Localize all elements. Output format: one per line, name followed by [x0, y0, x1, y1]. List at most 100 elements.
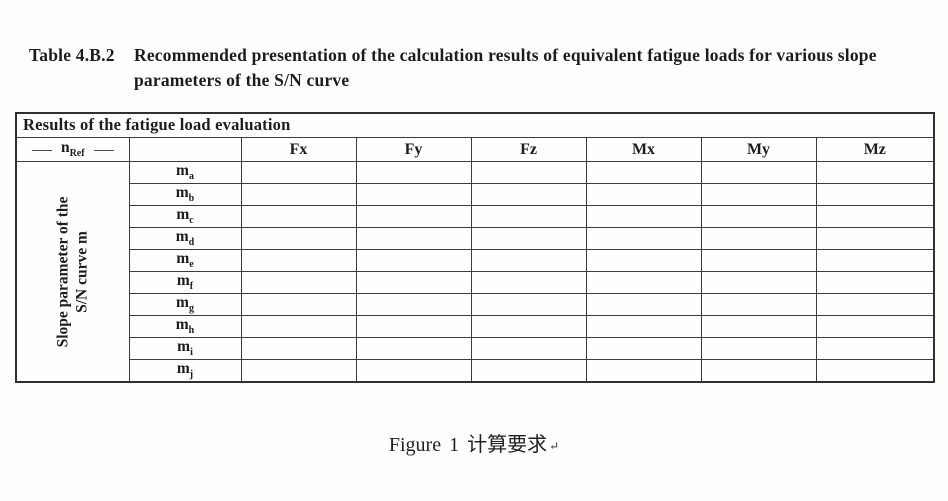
data-cell-j-my — [700, 359, 817, 383]
data-cell-b-my — [700, 183, 817, 206]
underscore-mark-left — [31, 150, 52, 152]
data-cell-b-mx — [585, 183, 702, 206]
table-row: Slope parameter of the S/N curve m ma — [15, 161, 935, 383]
data-cell-f-fy — [355, 271, 472, 294]
table-heading-text: Recommended presentation of the calculat… — [134, 45, 877, 90]
data-cell-f-mz — [815, 271, 935, 294]
table-number: Table 4.B.2 — [29, 45, 115, 65]
data-cell-d-my — [700, 227, 817, 250]
data-cell-j-fy — [355, 359, 472, 383]
data-cell-i-fx — [240, 337, 357, 360]
row-label-m-g: mg — [128, 293, 242, 316]
data-cell-i-fz — [470, 337, 587, 360]
nref-label: nRef — [60, 139, 85, 160]
table-row: md — [16, 227, 935, 250]
data-cell-f-fx — [240, 271, 357, 294]
column-header-mz: Mz — [815, 137, 935, 162]
paragraph-mark: ↵ — [549, 439, 560, 453]
table-title-row: Results of the fatigue load evaluation — [15, 112, 935, 138]
column-header-fz: Fz — [470, 137, 587, 162]
figure-caption-text: Figure 1 计算要求 — [388, 434, 548, 456]
data-cell-c-fz — [470, 205, 587, 228]
data-cell-h-fy — [355, 315, 472, 338]
data-cell-d-fx — [240, 227, 357, 250]
data-cell-h-mz — [815, 315, 935, 338]
row-label-m-a: ma — [128, 161, 242, 184]
table-row: mf — [16, 271, 935, 294]
row-group-label-cell: Slope parameter of the S/N curve m — [15, 161, 130, 383]
data-cell-j-fx — [240, 359, 357, 383]
empty-header-cell — [128, 137, 242, 162]
data-cell-i-my — [700, 337, 817, 360]
data-cell-a-fy — [355, 161, 472, 184]
table-row: mh — [16, 315, 935, 338]
data-cell-j-mz — [815, 359, 935, 383]
data-cell-a-mx — [585, 161, 702, 184]
data-cell-f-fz — [470, 271, 587, 294]
data-cell-g-fx — [240, 293, 357, 316]
data-cell-h-fx — [240, 315, 357, 338]
fatigue-load-table: Results of the fatigue load evaluation n… — [15, 112, 936, 383]
data-cell-c-mx — [585, 205, 702, 228]
table-body: Slope parameter of the S/N curve m ma mb mc m… — [15, 161, 935, 383]
data-cell-e-fz — [470, 249, 587, 272]
data-cell-e-my — [700, 249, 817, 272]
row-group-label: Slope parameter of the S/N curve m — [54, 196, 91, 347]
row-label-m-c: mc — [128, 205, 242, 228]
data-cell-a-fz — [470, 161, 587, 184]
data-cell-h-my — [700, 315, 817, 338]
data-cell-j-fz — [470, 359, 587, 383]
data-cell-d-fy — [355, 227, 472, 250]
column-header-row: nRef Fx Fy Fz Mx My Mz — [15, 137, 935, 162]
data-cell-i-mz — [815, 337, 935, 360]
column-header-fx: Fx — [240, 137, 357, 162]
data-cell-e-mx — [585, 249, 702, 272]
data-cell-e-fx — [240, 249, 357, 272]
data-cell-d-fz — [470, 227, 587, 250]
data-cell-g-mx — [585, 293, 702, 316]
data-cell-c-fx — [240, 205, 357, 228]
data-cell-i-fy — [355, 337, 472, 360]
data-cell-a-fx — [240, 161, 357, 184]
data-cell-b-fx — [240, 183, 357, 206]
figure-caption: Figure 1 计算要求 ↵ — [0, 428, 948, 457]
data-cell-f-mx — [585, 271, 702, 294]
column-header-fy: Fy — [355, 137, 472, 162]
data-cell-g-my — [700, 293, 817, 316]
data-cell-e-fy — [355, 249, 472, 272]
nref-cell: nRef — [15, 137, 130, 162]
data-cell-a-my — [700, 161, 817, 184]
table-row: mc — [16, 205, 935, 228]
data-cell-c-my — [700, 205, 817, 228]
data-cell-j-mx — [585, 359, 702, 383]
data-cell-a-mz — [815, 161, 935, 184]
data-cell-e-mz — [815, 249, 935, 272]
column-header-my: My — [700, 137, 817, 162]
data-cell-g-mz — [815, 293, 935, 316]
table-row: mj — [16, 359, 935, 383]
data-cell-d-mz — [815, 227, 935, 250]
data-cell-h-mx — [585, 315, 702, 338]
row-label-m-b: mb — [128, 183, 242, 206]
table-heading: Table 4.B.2 Recommended presentation of … — [29, 43, 909, 93]
data-cell-h-fz — [470, 315, 587, 338]
row-label-m-e: me — [128, 249, 242, 272]
data-cell-g-fy — [355, 293, 472, 316]
table-row: me — [16, 249, 935, 272]
table-title: Results of the fatigue load evaluation — [15, 112, 935, 138]
row-label-m-i: mi — [128, 337, 242, 360]
row-label-m-f: mf — [128, 271, 242, 294]
row-label-m-d: md — [128, 227, 242, 250]
underscore-mark-right — [93, 150, 114, 152]
row-label-m-h: mh — [128, 315, 242, 338]
column-header-mx: Mx — [585, 137, 702, 162]
data-cell-c-mz — [815, 205, 935, 228]
row-label-m-j: mj — [128, 359, 242, 383]
data-cell-b-fy — [355, 183, 472, 206]
table-row: mb — [16, 183, 935, 206]
data-cell-g-fz — [470, 293, 587, 316]
data-cell-b-mz — [815, 183, 935, 206]
data-cell-f-my — [700, 271, 817, 294]
data-cell-c-fy — [355, 205, 472, 228]
